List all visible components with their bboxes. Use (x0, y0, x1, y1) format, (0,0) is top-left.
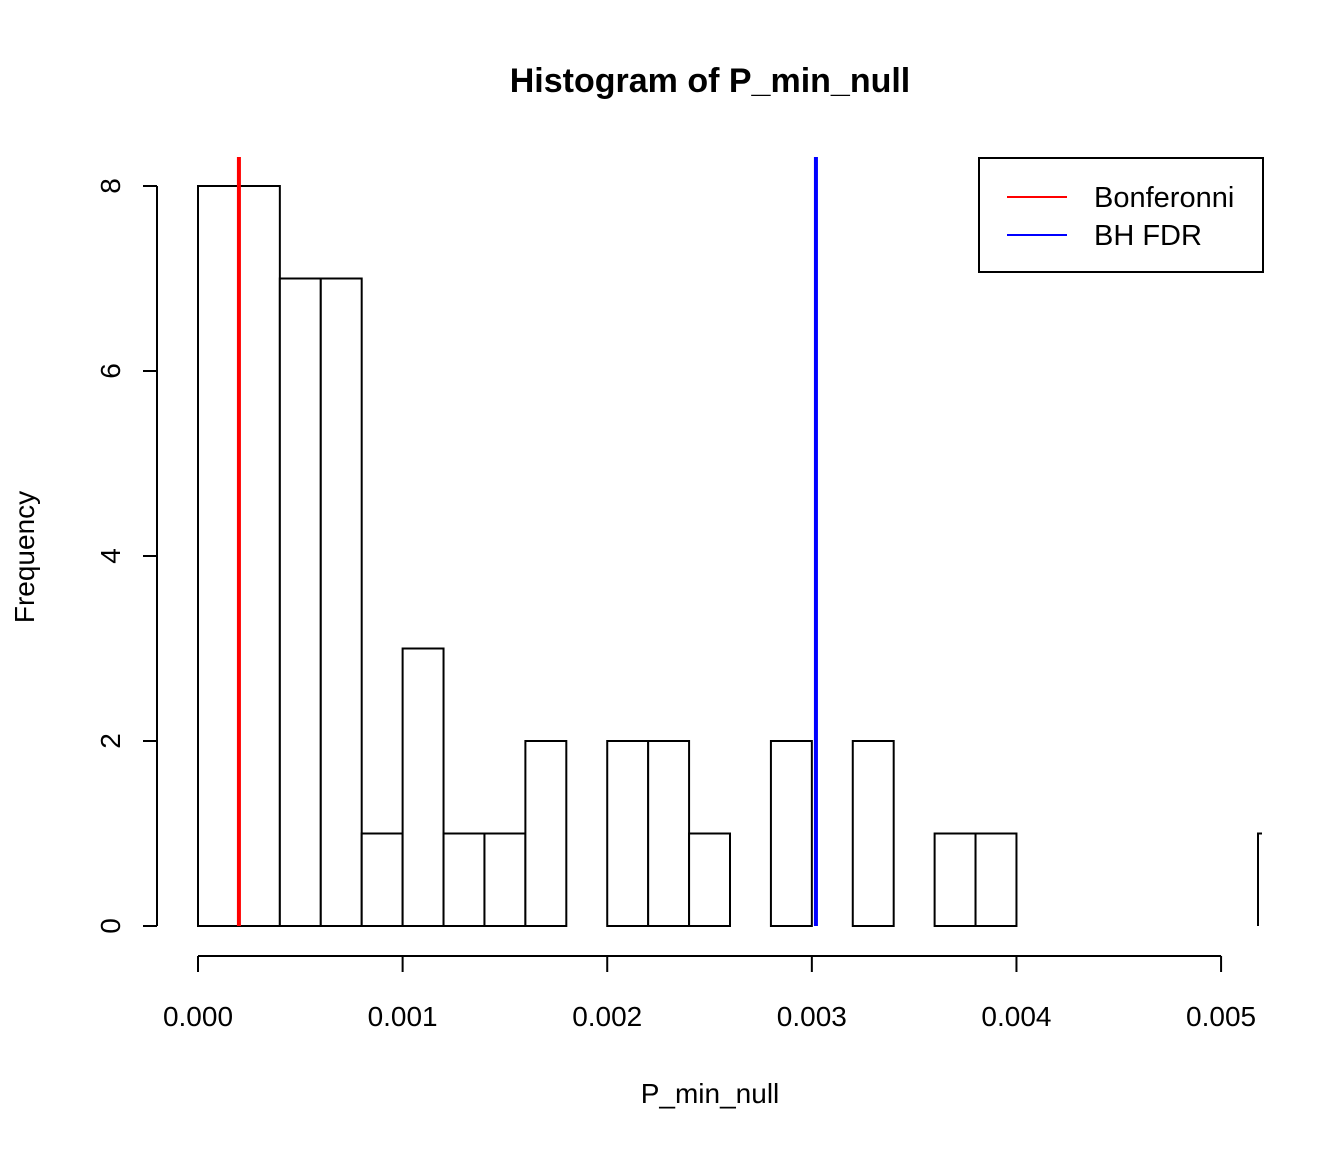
histogram-bar (319, 277, 363, 927)
threshold-lines-layer (236, 157, 818, 926)
histogram-bar (483, 832, 527, 927)
chart-title: Histogram of P_min_null (510, 62, 911, 100)
legend-box (978, 157, 1264, 273)
x-tick-label: 0.003 (777, 1001, 847, 1032)
y-tick-label: 0 (95, 918, 126, 934)
histogram-bar (606, 740, 650, 927)
x-axis-label: P_min_null (641, 1078, 780, 1109)
histogram-bar (197, 185, 240, 927)
x-tick-label: 0.001 (368, 1001, 438, 1032)
y-axis-label: Frequency (9, 491, 40, 623)
y-tick-label: 2 (95, 733, 126, 749)
y-axis: 0 2 4 6 8 (95, 178, 158, 934)
histogram-bar (401, 647, 445, 927)
histogram-bar (237, 185, 281, 927)
y-tick-label: 4 (95, 548, 126, 564)
histogram-bar (688, 832, 731, 927)
histogram-bar (524, 740, 568, 927)
x-tick-label: 0.004 (981, 1001, 1051, 1032)
legend: Bonferonni BH FDR (978, 157, 1264, 273)
x-tick-label: 0.005 (1186, 1001, 1256, 1032)
histogram-bar (278, 277, 322, 927)
x-axis: 0.000 0.001 0.002 0.003 0.004 0.005 (163, 955, 1256, 1032)
legend-label: BH FDR (1094, 220, 1202, 252)
histogram-bar (974, 832, 1018, 927)
histogram-bar (851, 740, 895, 927)
histogram-bar (933, 832, 977, 927)
y-tick-label: 8 (95, 178, 126, 194)
histogram-bar (360, 832, 404, 927)
y-tick-label: 6 (95, 363, 126, 379)
legend-label: Bonferonni (1094, 182, 1234, 214)
bars-layer (197, 185, 1262, 927)
histogram-bar (442, 832, 486, 927)
histogram-bar (1257, 832, 1262, 926)
histogram-bar (647, 740, 691, 927)
histogram-bar (769, 740, 813, 927)
x-tick-label: 0.002 (572, 1001, 642, 1032)
x-tick-label: 0.000 (163, 1001, 233, 1032)
